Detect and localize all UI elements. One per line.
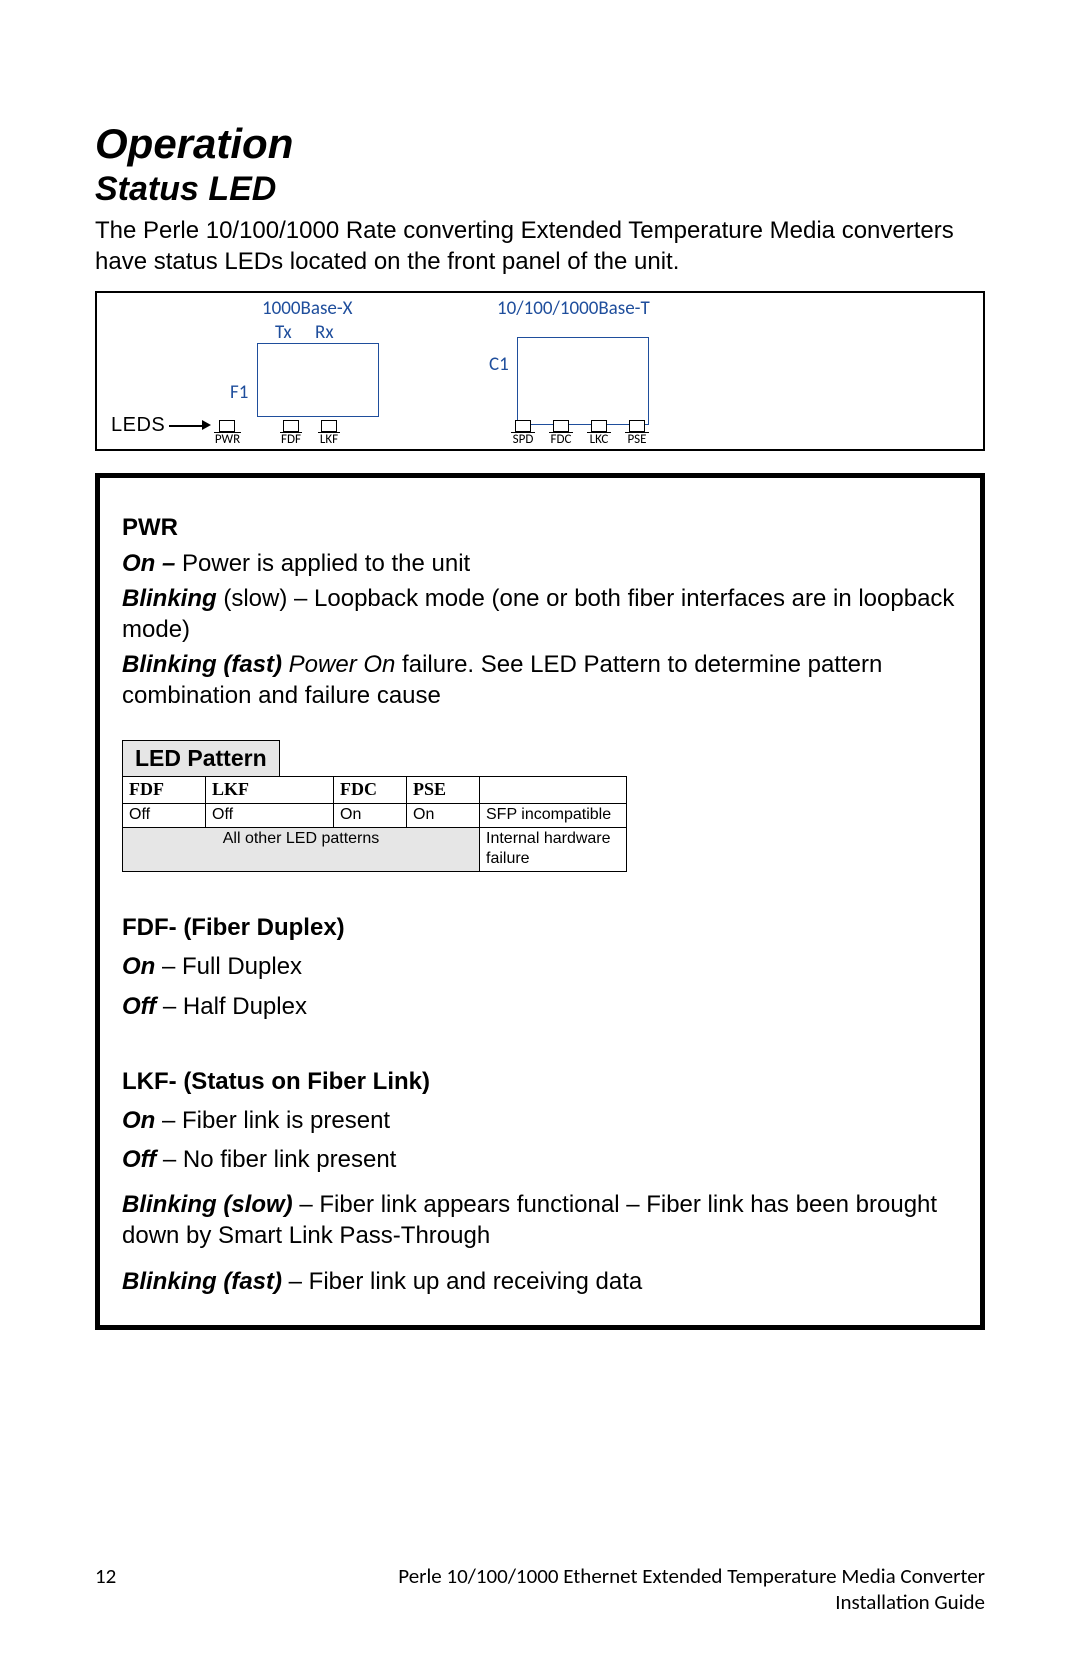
heading-operation: Operation [95, 120, 985, 168]
page-footer: 12 Perle 10/100/1000 Ethernet Extended T… [95, 1563, 985, 1615]
th-fdf: FDF [123, 777, 206, 803]
th-pse: PSE [407, 777, 480, 803]
led-fdc-icon [553, 420, 569, 432]
cell-merged: All other LED patterns [123, 827, 480, 872]
label-tx: Tx [275, 321, 292, 344]
lkf-blink-fast-text: – Fiber link up and receiving data [282, 1268, 642, 1295]
fdf-on-prefix: On [122, 953, 155, 980]
led-pattern-title: LED Pattern [122, 740, 280, 777]
diagram-right-title: 10/100/1000Base-T [497, 297, 650, 320]
lkf-off-line: Off – No fiber link present [122, 1144, 958, 1175]
page: Operation Status LED The Perle 10/100/10… [0, 0, 1080, 1669]
th-result [480, 777, 627, 803]
lkf-blink-slow-line: Blinking (slow) – Fiber link appears fun… [122, 1189, 958, 1251]
led-spd-icon [515, 420, 531, 432]
led-lkf-label: LKF [318, 432, 340, 446]
pwr-blink-slow-prefix: Blinking [122, 585, 217, 612]
led-fdf-icon [283, 420, 299, 432]
th-lkf: LKF [206, 777, 334, 803]
front-panel-diagram: 1000Base-X 10/100/1000Base-T Tx Rx F1 C1… [95, 291, 985, 451]
fdf-off-prefix: Off [122, 993, 156, 1020]
footer-line2: Installation Guide [835, 1589, 985, 1615]
th-fdc: FDC [334, 777, 407, 803]
lkf-blink-slow-prefix: Blinking (slow) [122, 1191, 293, 1218]
pwr-blink-fast-mid: Power On [282, 651, 395, 678]
lkf-on-prefix: On [122, 1107, 155, 1134]
led-pse-label: PSE [625, 432, 649, 446]
copper-port-box [517, 337, 649, 425]
label-c1: C1 [489, 353, 509, 376]
footer-text: Perle 10/100/1000 Ethernet Extended Temp… [151, 1563, 985, 1615]
pwr-title: PWR [122, 512, 958, 543]
heading-status-led: Status LED [95, 170, 985, 209]
pwr-blinking-slow-line: Blinking (slow) – Loopback mode (one or … [122, 583, 958, 645]
footer-line1: Perle 10/100/1000 Ethernet Extended Temp… [398, 1563, 985, 1589]
pwr-blink-fast-prefix: Blinking (fast) [122, 651, 282, 678]
table-row: All other LED patterns Internal hardware… [123, 827, 627, 872]
page-number: 12 [95, 1563, 151, 1615]
label-f1: F1 [230, 381, 248, 404]
cell-fdf: Off [123, 803, 206, 827]
led-pwr-label: PWR [214, 432, 241, 446]
lkf-off-text: – No fiber link present [156, 1146, 396, 1173]
cell-pse: On [407, 803, 480, 827]
led-lkc-icon [591, 420, 607, 432]
lkf-blink-fast-prefix: Blinking (fast) [122, 1268, 282, 1295]
pwr-on-line: On – Power is applied to the unit [122, 548, 958, 579]
led-description-box: PWR On – Power is applied to the unit Bl… [95, 473, 985, 1329]
fdf-on-line: On – Full Duplex [122, 951, 958, 982]
intro-text: The Perle 10/100/1000 Rate converting Ex… [95, 215, 985, 277]
lkf-blink-fast-line: Blinking (fast) – Fiber link up and rece… [122, 1266, 958, 1297]
leds-arrow-head [202, 420, 211, 430]
led-fdc-label: FDC [549, 432, 573, 446]
fdf-on-text: – Full Duplex [155, 953, 302, 980]
led-fdf-label: FDF [280, 432, 302, 446]
label-rx: Rx [315, 321, 334, 344]
led-pattern-table: FDF LKF FDC PSE Off Off On On SFP incomp… [122, 776, 627, 872]
cell-result: Internal hardware failure [480, 827, 627, 872]
lkf-title: LKF- (Status on Fiber Link) [122, 1066, 958, 1097]
led-pse-icon [629, 420, 645, 432]
pwr-on-text: Power is applied to the unit [175, 550, 470, 577]
diagram-left-title: 1000Base-X [262, 297, 353, 320]
leds-arrow-line [169, 425, 205, 427]
led-pwr-icon [219, 420, 235, 432]
label-leds: LEDS [111, 414, 165, 437]
table-header-row: FDF LKF FDC PSE [123, 777, 627, 803]
pwr-blinking-fast-line: Blinking (fast) Power On failure. See LE… [122, 649, 958, 711]
lkf-on-line: On – Fiber link is present [122, 1105, 958, 1136]
fiber-port-box [257, 343, 379, 417]
led-lkf-icon [321, 420, 337, 432]
pwr-blink-slow-text: (slow) – Loopback mode (one or both fibe… [122, 585, 954, 643]
cell-lkf: Off [206, 803, 334, 827]
cell-fdc: On [334, 803, 407, 827]
fdf-off-text: – Half Duplex [156, 993, 307, 1020]
fdf-off-line: Off – Half Duplex [122, 991, 958, 1022]
led-spd-label: SPD [511, 432, 535, 446]
table-row: Off Off On On SFP incompatible [123, 803, 627, 827]
lkf-off-prefix: Off [122, 1146, 156, 1173]
led-lkc-label: LKC [587, 432, 611, 446]
fdf-title: FDF- (Fiber Duplex) [122, 912, 958, 943]
cell-result: SFP incompatible [480, 803, 627, 827]
lkf-on-text: – Fiber link is present [155, 1107, 390, 1134]
pwr-on-prefix: On – [122, 550, 175, 577]
